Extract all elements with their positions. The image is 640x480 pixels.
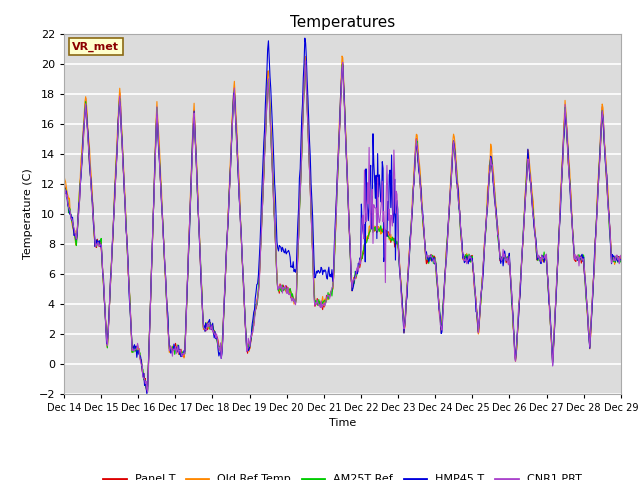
Line: AM25T Ref: AM25T Ref xyxy=(64,63,621,391)
AM25T Ref xyxy=(70,228,78,234)
Panel T xyxy=(339,61,347,67)
Panel T xyxy=(60,177,68,182)
AM25T Ref xyxy=(185,246,193,252)
Panel T xyxy=(617,257,625,263)
CNR1 PRT xyxy=(412,147,419,153)
Panel T xyxy=(412,152,419,157)
Old Ref Temp xyxy=(214,342,222,348)
CNR1 PRT xyxy=(214,344,222,349)
Panel T xyxy=(428,253,436,259)
Old Ref Temp xyxy=(185,248,193,253)
HMP45 T xyxy=(428,258,436,264)
AM25T Ref xyxy=(60,180,68,186)
AM25T Ref xyxy=(144,388,152,394)
HMP45 T xyxy=(185,246,193,252)
CNR1 PRT xyxy=(617,252,625,258)
AM25T Ref xyxy=(127,329,135,335)
Old Ref Temp xyxy=(617,253,625,259)
CNR1 PRT xyxy=(185,239,193,245)
AM25T Ref xyxy=(412,152,419,158)
HMP45 T xyxy=(60,184,68,190)
Panel T xyxy=(214,338,222,344)
Y-axis label: Temperature (C): Temperature (C) xyxy=(23,168,33,259)
Legend: Panel T, Old Ref Temp, AM25T Ref, HMP45 T, CNR1 PRT: Panel T, Old Ref Temp, AM25T Ref, HMP45 … xyxy=(99,470,586,480)
Panel T xyxy=(143,389,150,395)
HMP45 T xyxy=(412,147,419,153)
AM25T Ref xyxy=(617,259,625,265)
HMP45 T xyxy=(70,233,78,239)
AM25T Ref xyxy=(214,344,222,349)
HMP45 T xyxy=(214,347,222,353)
HMP45 T xyxy=(301,35,308,41)
Old Ref Temp xyxy=(60,173,68,179)
CNR1 PRT xyxy=(60,182,68,188)
CNR1 PRT xyxy=(302,58,310,64)
CNR1 PRT xyxy=(428,254,436,260)
AM25T Ref xyxy=(428,255,436,261)
Line: HMP45 T: HMP45 T xyxy=(64,38,621,394)
Old Ref Temp xyxy=(144,384,152,390)
CNR1 PRT xyxy=(127,332,135,338)
AM25T Ref xyxy=(302,60,310,66)
Line: Old Ref Temp: Old Ref Temp xyxy=(64,56,621,387)
HMP45 T xyxy=(143,391,150,396)
Line: CNR1 PRT: CNR1 PRT xyxy=(64,61,621,392)
Old Ref Temp xyxy=(428,253,436,259)
Old Ref Temp xyxy=(338,53,346,59)
Old Ref Temp xyxy=(127,332,135,337)
CNR1 PRT xyxy=(144,389,152,395)
X-axis label: Time: Time xyxy=(329,418,356,428)
Panel T xyxy=(70,229,78,235)
CNR1 PRT xyxy=(70,225,78,231)
Text: VR_met: VR_met xyxy=(72,42,119,52)
Line: Panel T: Panel T xyxy=(64,64,621,392)
Title: Temperatures: Temperatures xyxy=(290,15,395,30)
Old Ref Temp xyxy=(412,139,419,145)
HMP45 T xyxy=(617,256,625,262)
Old Ref Temp xyxy=(70,232,78,238)
Panel T xyxy=(185,241,193,247)
HMP45 T xyxy=(127,330,135,336)
Panel T xyxy=(127,332,135,338)
